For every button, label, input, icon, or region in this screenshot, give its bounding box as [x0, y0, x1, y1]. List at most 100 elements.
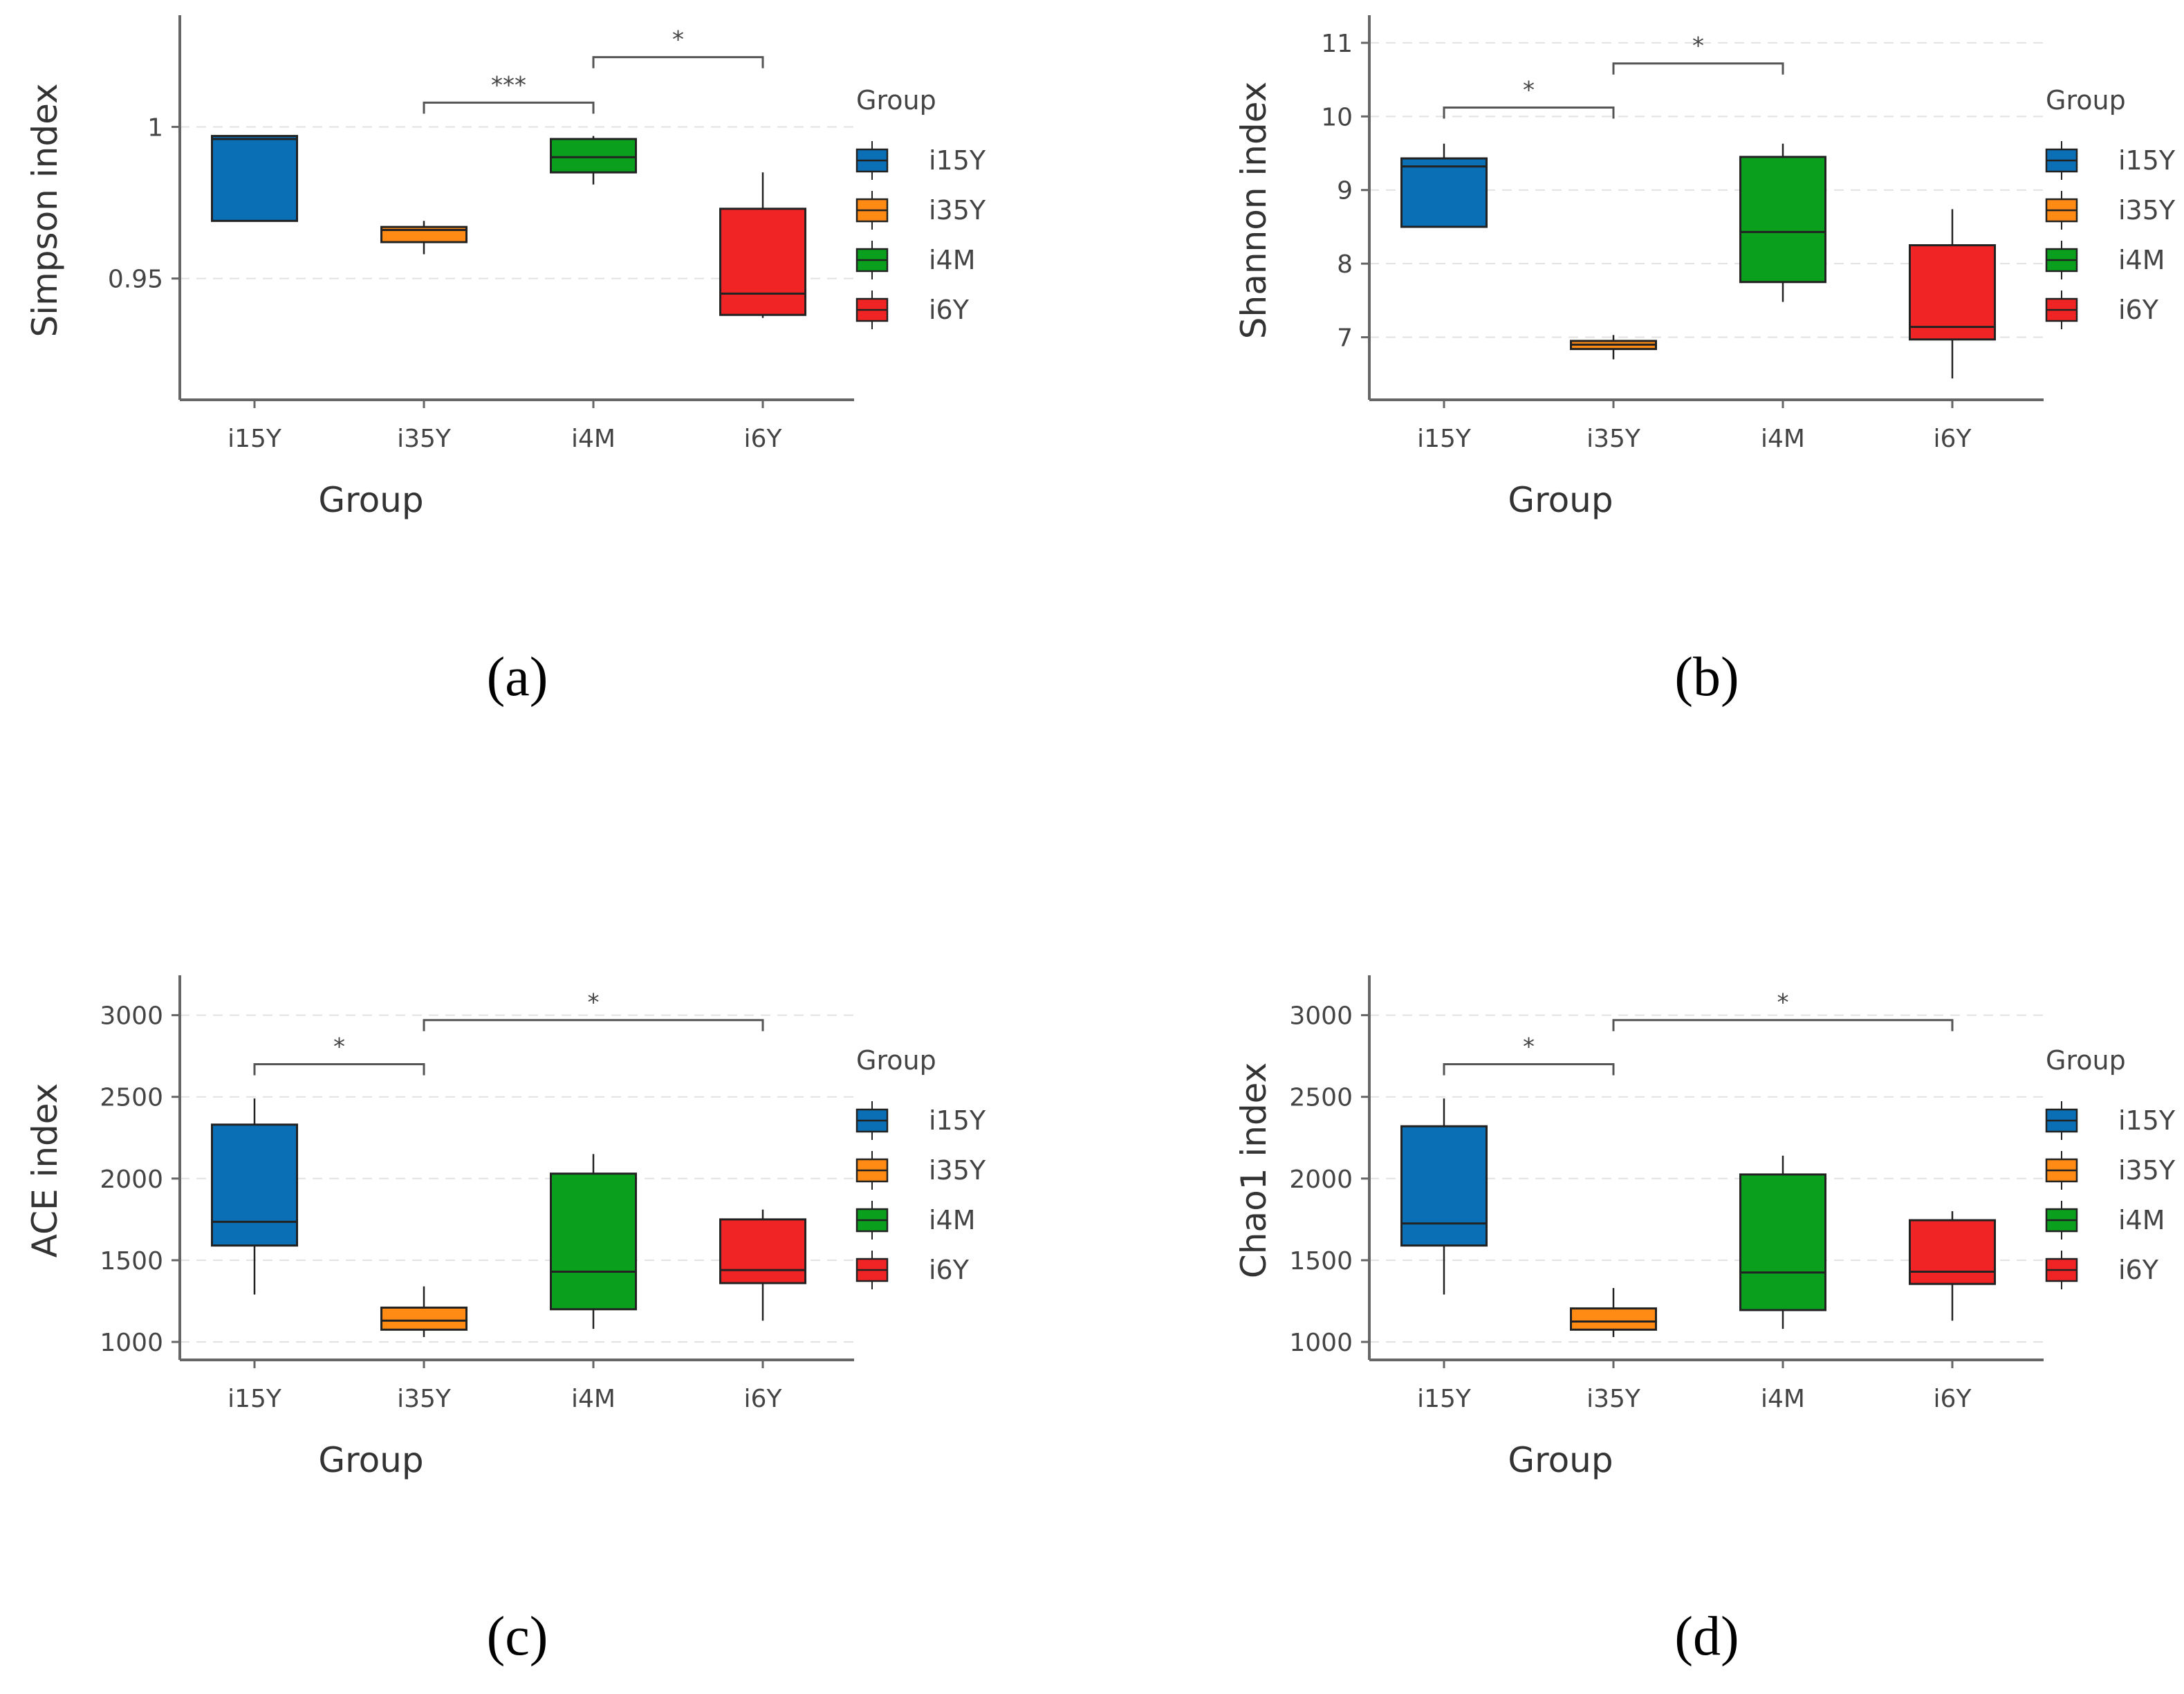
legend-label: i35Y: [929, 195, 986, 225]
bracket-line: [1443, 1062, 1615, 1076]
x-axis-title: Group: [318, 1440, 423, 1480]
box-body: [380, 1306, 468, 1331]
x-tick-label: i15Y: [1417, 425, 1472, 453]
legend-label: i6Y: [929, 295, 970, 325]
y-tick-label: 3000: [1289, 1002, 1353, 1031]
significance-label: *: [1523, 1033, 1535, 1060]
significance-label: *: [672, 26, 684, 54]
legend-item-i6Y: i6Y: [2045, 1251, 2159, 1289]
y-tick-label: 1500: [100, 1247, 163, 1276]
box-body: [719, 208, 806, 316]
box-i4M: [550, 1154, 637, 1329]
significance-bracket: *: [1612, 33, 1784, 75]
box-body: [719, 1218, 806, 1285]
x-axis-title: Group: [1508, 1440, 1613, 1480]
legend-label: i4M: [2118, 245, 2165, 275]
panel-label: (d): [1674, 1606, 1739, 1667]
legend: Group i15Y i35Y i4M i6Y: [2045, 1045, 2176, 1289]
legend: Group i15Y i35Y i4M i6Y: [2045, 85, 2176, 329]
y-tick-label: 7: [1337, 324, 1353, 353]
y-axis-title: Shannon index: [1234, 82, 1274, 339]
y-tick-label: 2000: [100, 1166, 163, 1194]
box-body: [1909, 1219, 1996, 1285]
box-body: [1400, 157, 1488, 228]
y-tick-label: 11: [1321, 30, 1353, 58]
significance-label: *: [1523, 77, 1535, 104]
x-tick-label: i6Y: [1934, 425, 1972, 453]
legend-item-i15Y: i15Y: [2045, 1101, 2176, 1140]
box-body: [1739, 1173, 1826, 1311]
x-tick-label: i15Y: [228, 1385, 282, 1413]
x-tick-label: i15Y: [1417, 1385, 1472, 1413]
y-tick-label: 1000: [1289, 1329, 1353, 1357]
box-i35Y: [380, 221, 468, 255]
box-i4M: [1739, 143, 1826, 302]
box-body: [211, 1123, 298, 1247]
y-tick-label: 1000: [100, 1329, 163, 1357]
bracket-line: [253, 1062, 425, 1076]
box-i35Y: [1570, 1288, 1657, 1337]
legend-label: i35Y: [2118, 1155, 2176, 1186]
y-axis-title: Chao1 index: [1234, 1062, 1274, 1278]
significance-bracket: *: [253, 1033, 425, 1076]
legend-label: i4M: [2118, 1205, 2165, 1235]
significance-bracket: *: [423, 989, 764, 1031]
x-tick-label: i4M: [571, 1385, 616, 1413]
x-tick-label: i35Y: [1586, 1385, 1641, 1413]
legend-label: i4M: [929, 245, 976, 275]
legend-title: Group: [2046, 85, 2126, 116]
legend-title: Group: [2046, 1045, 2126, 1076]
y-tick-label: 2500: [1289, 1084, 1353, 1112]
x-tick-label: i4M: [1761, 1385, 1805, 1413]
box-body: [1400, 1125, 1488, 1247]
box-body: [1739, 156, 1826, 284]
x-tick-label: i15Y: [228, 425, 282, 453]
box-i6Y: [719, 1209, 806, 1321]
y-tick-label: 0.95: [108, 266, 163, 294]
legend-item-i4M: i4M: [2045, 241, 2165, 279]
legend-item-i15Y: i15Y: [855, 141, 986, 180]
box-i6Y: [1909, 1211, 1996, 1321]
box-i6Y: [719, 172, 806, 318]
legend-label: i15Y: [2118, 145, 2176, 176]
legend-item-i4M: i4M: [855, 241, 976, 279]
panel-label: (c): [487, 1606, 548, 1667]
legend-item-i35Y: i35Y: [855, 191, 986, 230]
legend-item-i6Y: i6Y: [2045, 291, 2159, 329]
y-axis-title: ACE index: [25, 1083, 65, 1258]
significance-bracket: *: [1612, 989, 1954, 1031]
legend-item-i35Y: i35Y: [855, 1151, 986, 1190]
box-i6Y: [1909, 209, 1996, 379]
legend-item-i6Y: i6Y: [855, 1251, 970, 1289]
legend-item-i15Y: i15Y: [855, 1101, 986, 1140]
y-tick-label: 1500: [1289, 1247, 1353, 1276]
x-axis-title: Group: [1508, 480, 1613, 520]
panel-label: (b): [1674, 647, 1739, 708]
x-tick-label: i6Y: [744, 1385, 783, 1413]
y-tick-label: 9: [1337, 177, 1353, 205]
y-tick-label: 1: [147, 113, 163, 142]
x-tick-label: i35Y: [397, 425, 452, 453]
box-i15Y: [1400, 1098, 1488, 1295]
box-body: [550, 138, 637, 174]
y-tick-label: 10: [1321, 103, 1353, 131]
significance-bracket: *: [1443, 1033, 1615, 1076]
legend-item-i35Y: i35Y: [2045, 191, 2176, 230]
legend-label: i15Y: [2118, 1105, 2176, 1136]
y-tick-label: 2000: [1289, 1166, 1353, 1194]
bracket-line: [592, 56, 764, 68]
y-tick-label: 3000: [100, 1002, 163, 1031]
y-tick-label: 8: [1337, 250, 1353, 279]
legend-label: i6Y: [929, 1255, 970, 1285]
legend-label: i35Y: [929, 1155, 986, 1186]
significance-label: *: [333, 1033, 345, 1060]
panel-label: (a): [487, 647, 548, 708]
x-tick-label: i6Y: [744, 425, 783, 453]
legend-title: Group: [856, 1045, 936, 1076]
legend-label: i4M: [929, 1205, 976, 1235]
significance-bracket: *: [592, 26, 764, 68]
box-body: [550, 1172, 637, 1311]
